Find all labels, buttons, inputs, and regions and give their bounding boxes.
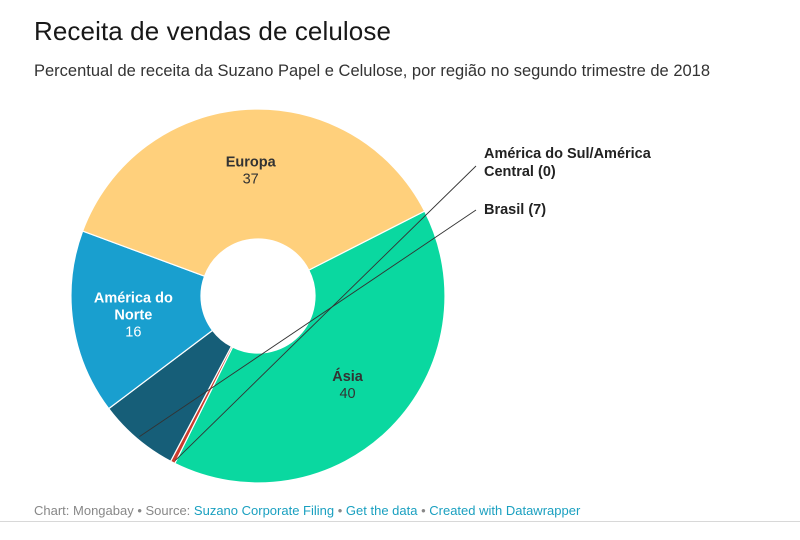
slice-label-asia: Ásia	[332, 368, 364, 385]
slice-value-asia: 40	[339, 386, 355, 402]
slice-value-europa: 37	[243, 172, 259, 188]
footer-separator: •	[417, 503, 430, 518]
slice-asia[interactable]	[173, 210, 446, 484]
bottom-divider	[0, 521, 800, 522]
chart-subtitle: Percentual de receita da Suzano Papel e …	[34, 62, 711, 80]
slice-label-brasil: Brasil (7)	[484, 202, 546, 218]
datawrapper-link[interactable]: Created with Datawrapper	[429, 503, 581, 518]
slice-label-america-do-sul-america-central: América do Sul/América Central (0)	[484, 146, 652, 180]
leader-line-america-do-sul-america-central	[174, 165, 477, 461]
slice-europa[interactable]	[81, 108, 426, 277]
chart-title: Receita de vendas de celulose	[34, 16, 392, 46]
footer-credit: Chart: Mongabay • Source:	[34, 503, 194, 518]
footer-separator: •	[334, 503, 346, 518]
slice-america-do-norte[interactable]	[70, 230, 214, 410]
leader-line-brasil	[139, 209, 477, 437]
slice-label-europa: Europa	[226, 155, 277, 171]
slice-value-america-do-norte: 16	[125, 324, 141, 340]
get-data-link[interactable]: Get the data	[345, 503, 418, 518]
slice-label-america-do-norte: América do Norte	[94, 290, 173, 323]
chart-footer: Chart: Mongabay • Source: Suzano Corpora…	[34, 503, 580, 518]
source-link[interactable]: Suzano Corporate Filing	[193, 503, 335, 518]
